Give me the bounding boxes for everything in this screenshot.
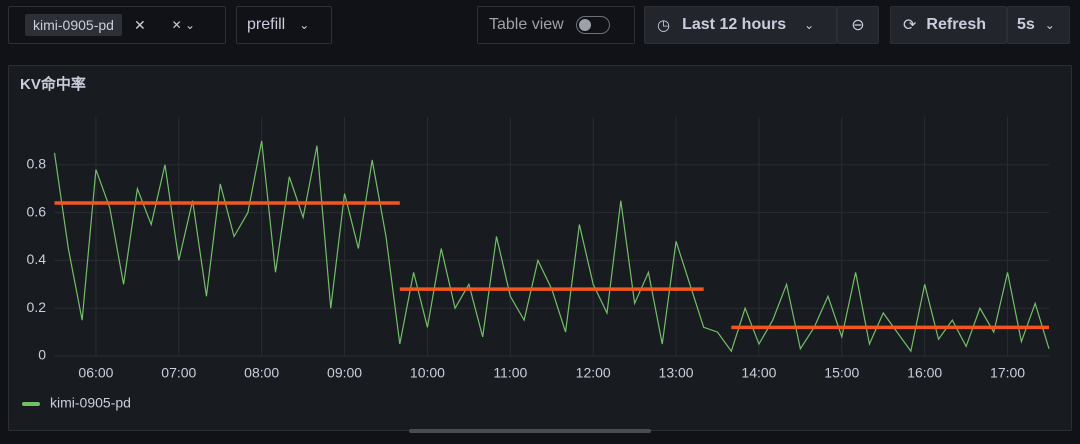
x-tick-label: 06:00 <box>78 365 113 381</box>
zoom-out[interactable]: ⊖ <box>837 6 879 44</box>
y-tick-label: 0.8 <box>27 156 47 172</box>
y-tick-label: 0.4 <box>27 251 47 267</box>
x-tick-label: 09:00 <box>327 365 362 381</box>
x-tick-label: 16:00 <box>907 365 942 381</box>
x-tick-label: 10:00 <box>410 365 445 381</box>
chevron: ⌄ <box>804 18 815 32</box>
variable-tag: kimi-0905-pd <box>25 14 122 36</box>
panel <box>8 65 1072 431</box>
mode-value: prefill <box>247 16 286 33</box>
y-tick-label: 0 <box>38 347 46 363</box>
refresh-icon: ⟳ <box>903 17 917 34</box>
clock-icon: ◷ <box>657 17 671 34</box>
x-tick-label: 11:00 <box>493 365 527 381</box>
table-view-label: Table view <box>489 16 564 33</box>
x-tick-label: 14:00 <box>741 365 776 381</box>
x-tick-label: 17:00 <box>990 365 1025 381</box>
legend-swatch <box>22 402 40 406</box>
x-tick-label: 08:00 <box>244 365 279 381</box>
x-tick-label: 15:00 <box>824 365 859 381</box>
y-tick-label: 0.2 <box>27 299 47 315</box>
tag-remove[interactable]: ✕ <box>133 16 146 33</box>
series-line <box>53 140 1050 353</box>
variable-select[interactable]: kimi-0905-pd ✕ ✕ ⌄ <box>8 6 226 44</box>
refresh-label: Refresh <box>926 16 986 33</box>
x-tick-label: 13:00 <box>659 365 694 381</box>
chart-title: KV命中率 <box>20 75 86 93</box>
time-picker[interactable]: ◷ Last 12 hours ⌄ <box>644 6 837 44</box>
switch[interactable] <box>575 16 610 34</box>
table-view-toggle[interactable]: Table view <box>477 6 635 44</box>
time-range: Last 12 hours <box>682 16 787 33</box>
chevron: ⌄ <box>299 18 310 32</box>
clear-icon[interactable]: ✕ ⌄ <box>171 18 196 32</box>
chevron: ⌄ <box>1044 18 1055 32</box>
refresh-button[interactable]: ⟳ Refresh <box>890 6 1007 44</box>
legend-label[interactable]: kimi-0905-pd <box>50 395 131 411</box>
scrollbar[interactable] <box>409 429 651 433</box>
x-tick-label: 12:00 <box>576 365 611 381</box>
x-tick-label: 07:00 <box>161 365 196 381</box>
interval-value: 5s <box>1017 16 1035 33</box>
refresh-interval[interactable]: 5s ⌄ <box>1007 6 1070 44</box>
y-tick-label: 0.6 <box>27 203 47 219</box>
mode-select[interactable]: prefill ⌄ <box>236 6 332 44</box>
